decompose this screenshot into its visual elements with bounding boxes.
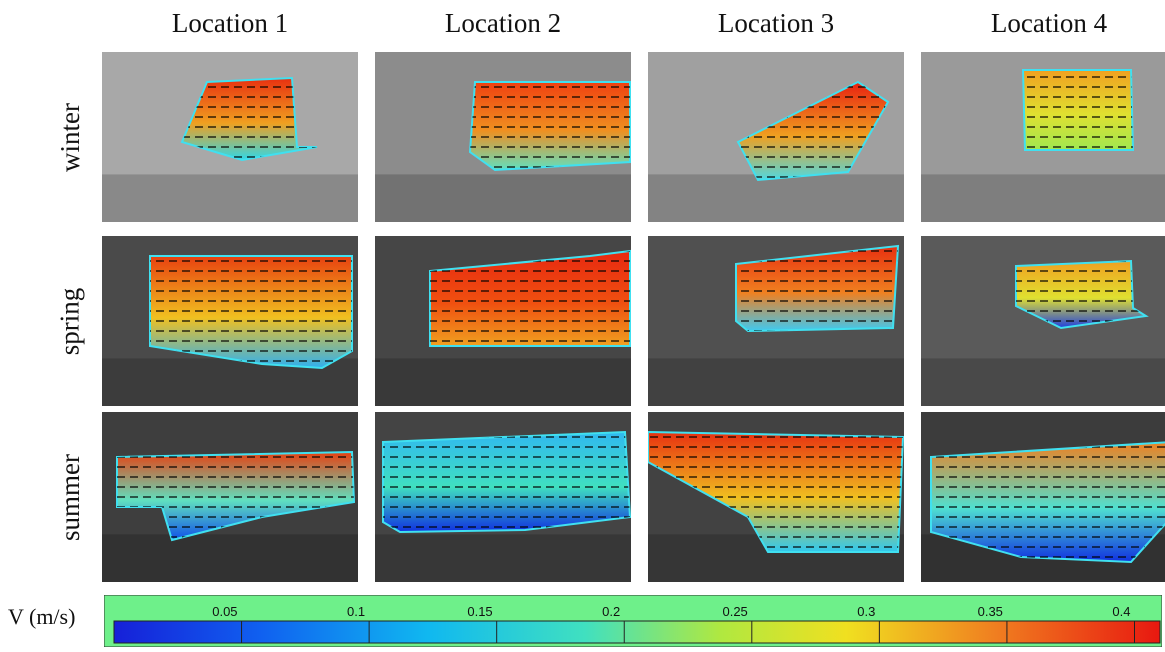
colorbar-tick-label: 0.4	[1112, 604, 1130, 619]
velocity-vectors	[383, 432, 630, 532]
velocity-map-summer-location-4	[921, 412, 1165, 582]
row-label-spring: spring	[50, 236, 90, 406]
vegetation-texture	[375, 358, 631, 406]
row-label-winter-text: winter	[54, 102, 85, 172]
velocity-map-svg	[375, 412, 631, 582]
vegetation-texture	[648, 174, 904, 222]
velocity-map-spring-location-4	[921, 236, 1165, 406]
velocity-map-svg	[102, 236, 358, 406]
vegetation-texture	[375, 174, 631, 222]
vegetation-texture	[102, 534, 358, 582]
velocity-map-svg	[921, 236, 1165, 406]
column-label-location-1: Location 1	[171, 8, 289, 38]
row-label-spring-text: spring	[54, 287, 85, 355]
vegetation-texture	[102, 174, 358, 222]
velocity-map-svg	[648, 52, 904, 222]
velocity-map-summer-location-2	[375, 412, 631, 582]
velocity-vectors	[1023, 70, 1133, 150]
velocity-map-summer-location-1	[102, 412, 358, 582]
velocity-map-svg	[375, 236, 631, 406]
velocity-map-svg	[375, 52, 631, 222]
velocity-vectors	[931, 442, 1165, 562]
colorbar-tick-label: 0.05	[212, 604, 237, 619]
velocity-vectors	[150, 256, 352, 368]
colorbar-svg: 0.05 0.1 0.15 0.2 0.25 0.3 0.35 0.4	[103, 594, 1163, 648]
velocity-map-svg	[648, 236, 904, 406]
velocity-map-spring-location-2	[375, 236, 631, 406]
velocity-vectors	[117, 452, 354, 540]
colorbar-label: V (m/s)	[8, 604, 76, 629]
velocity-map-svg	[102, 412, 358, 582]
colorbar-tick-label: 0.2	[602, 604, 620, 619]
velocity-map-spring-location-1	[102, 236, 358, 406]
velocity-vectors	[736, 246, 898, 331]
colorbar-tick-label: 0.25	[722, 604, 747, 619]
colorbar: 0.05 0.1 0.15 0.2 0.25 0.3 0.35 0.4	[103, 594, 1163, 648]
vegetation-texture	[648, 358, 904, 406]
velocity-map-winter-location-2	[375, 52, 631, 222]
column-label-location-2: Location 2	[444, 8, 562, 38]
row-label-summer: summer	[50, 412, 90, 582]
velocity-map-winter-location-3	[648, 52, 904, 222]
velocity-map-svg	[921, 52, 1165, 222]
velocity-map-svg	[648, 412, 904, 582]
vegetation-texture	[921, 358, 1165, 406]
row-label-winter: winter	[50, 52, 90, 222]
velocity-map-summer-location-3	[648, 412, 904, 582]
velocity-vectors	[1016, 261, 1146, 328]
velocity-vectors	[738, 82, 888, 180]
vegetation-texture	[921, 174, 1165, 222]
vegetation-texture	[375, 534, 631, 582]
colorbar-tick-label: 0.35	[978, 604, 1003, 619]
velocity-map-spring-location-3	[648, 236, 904, 406]
column-label-location-3: Location 3	[717, 8, 835, 38]
velocity-map-winter-location-1	[102, 52, 358, 222]
velocity-vectors	[470, 82, 630, 170]
row-label-summer-text: summer	[54, 453, 85, 541]
velocity-map-winter-location-4	[921, 52, 1165, 222]
velocity-map-svg	[102, 52, 358, 222]
colorbar-tick-label: 0.3	[857, 604, 875, 619]
velocity-vectors	[182, 78, 317, 160]
velocity-map-svg	[921, 412, 1165, 582]
velocity-vectors	[648, 432, 903, 552]
colorbar-tick-label: 0.15	[467, 604, 492, 619]
colorbar-tick-label: 0.1	[347, 604, 365, 619]
velocity-vectors	[430, 251, 630, 346]
column-label-location-4: Location 4	[990, 8, 1108, 38]
colorbar-gradient	[113, 620, 1161, 644]
